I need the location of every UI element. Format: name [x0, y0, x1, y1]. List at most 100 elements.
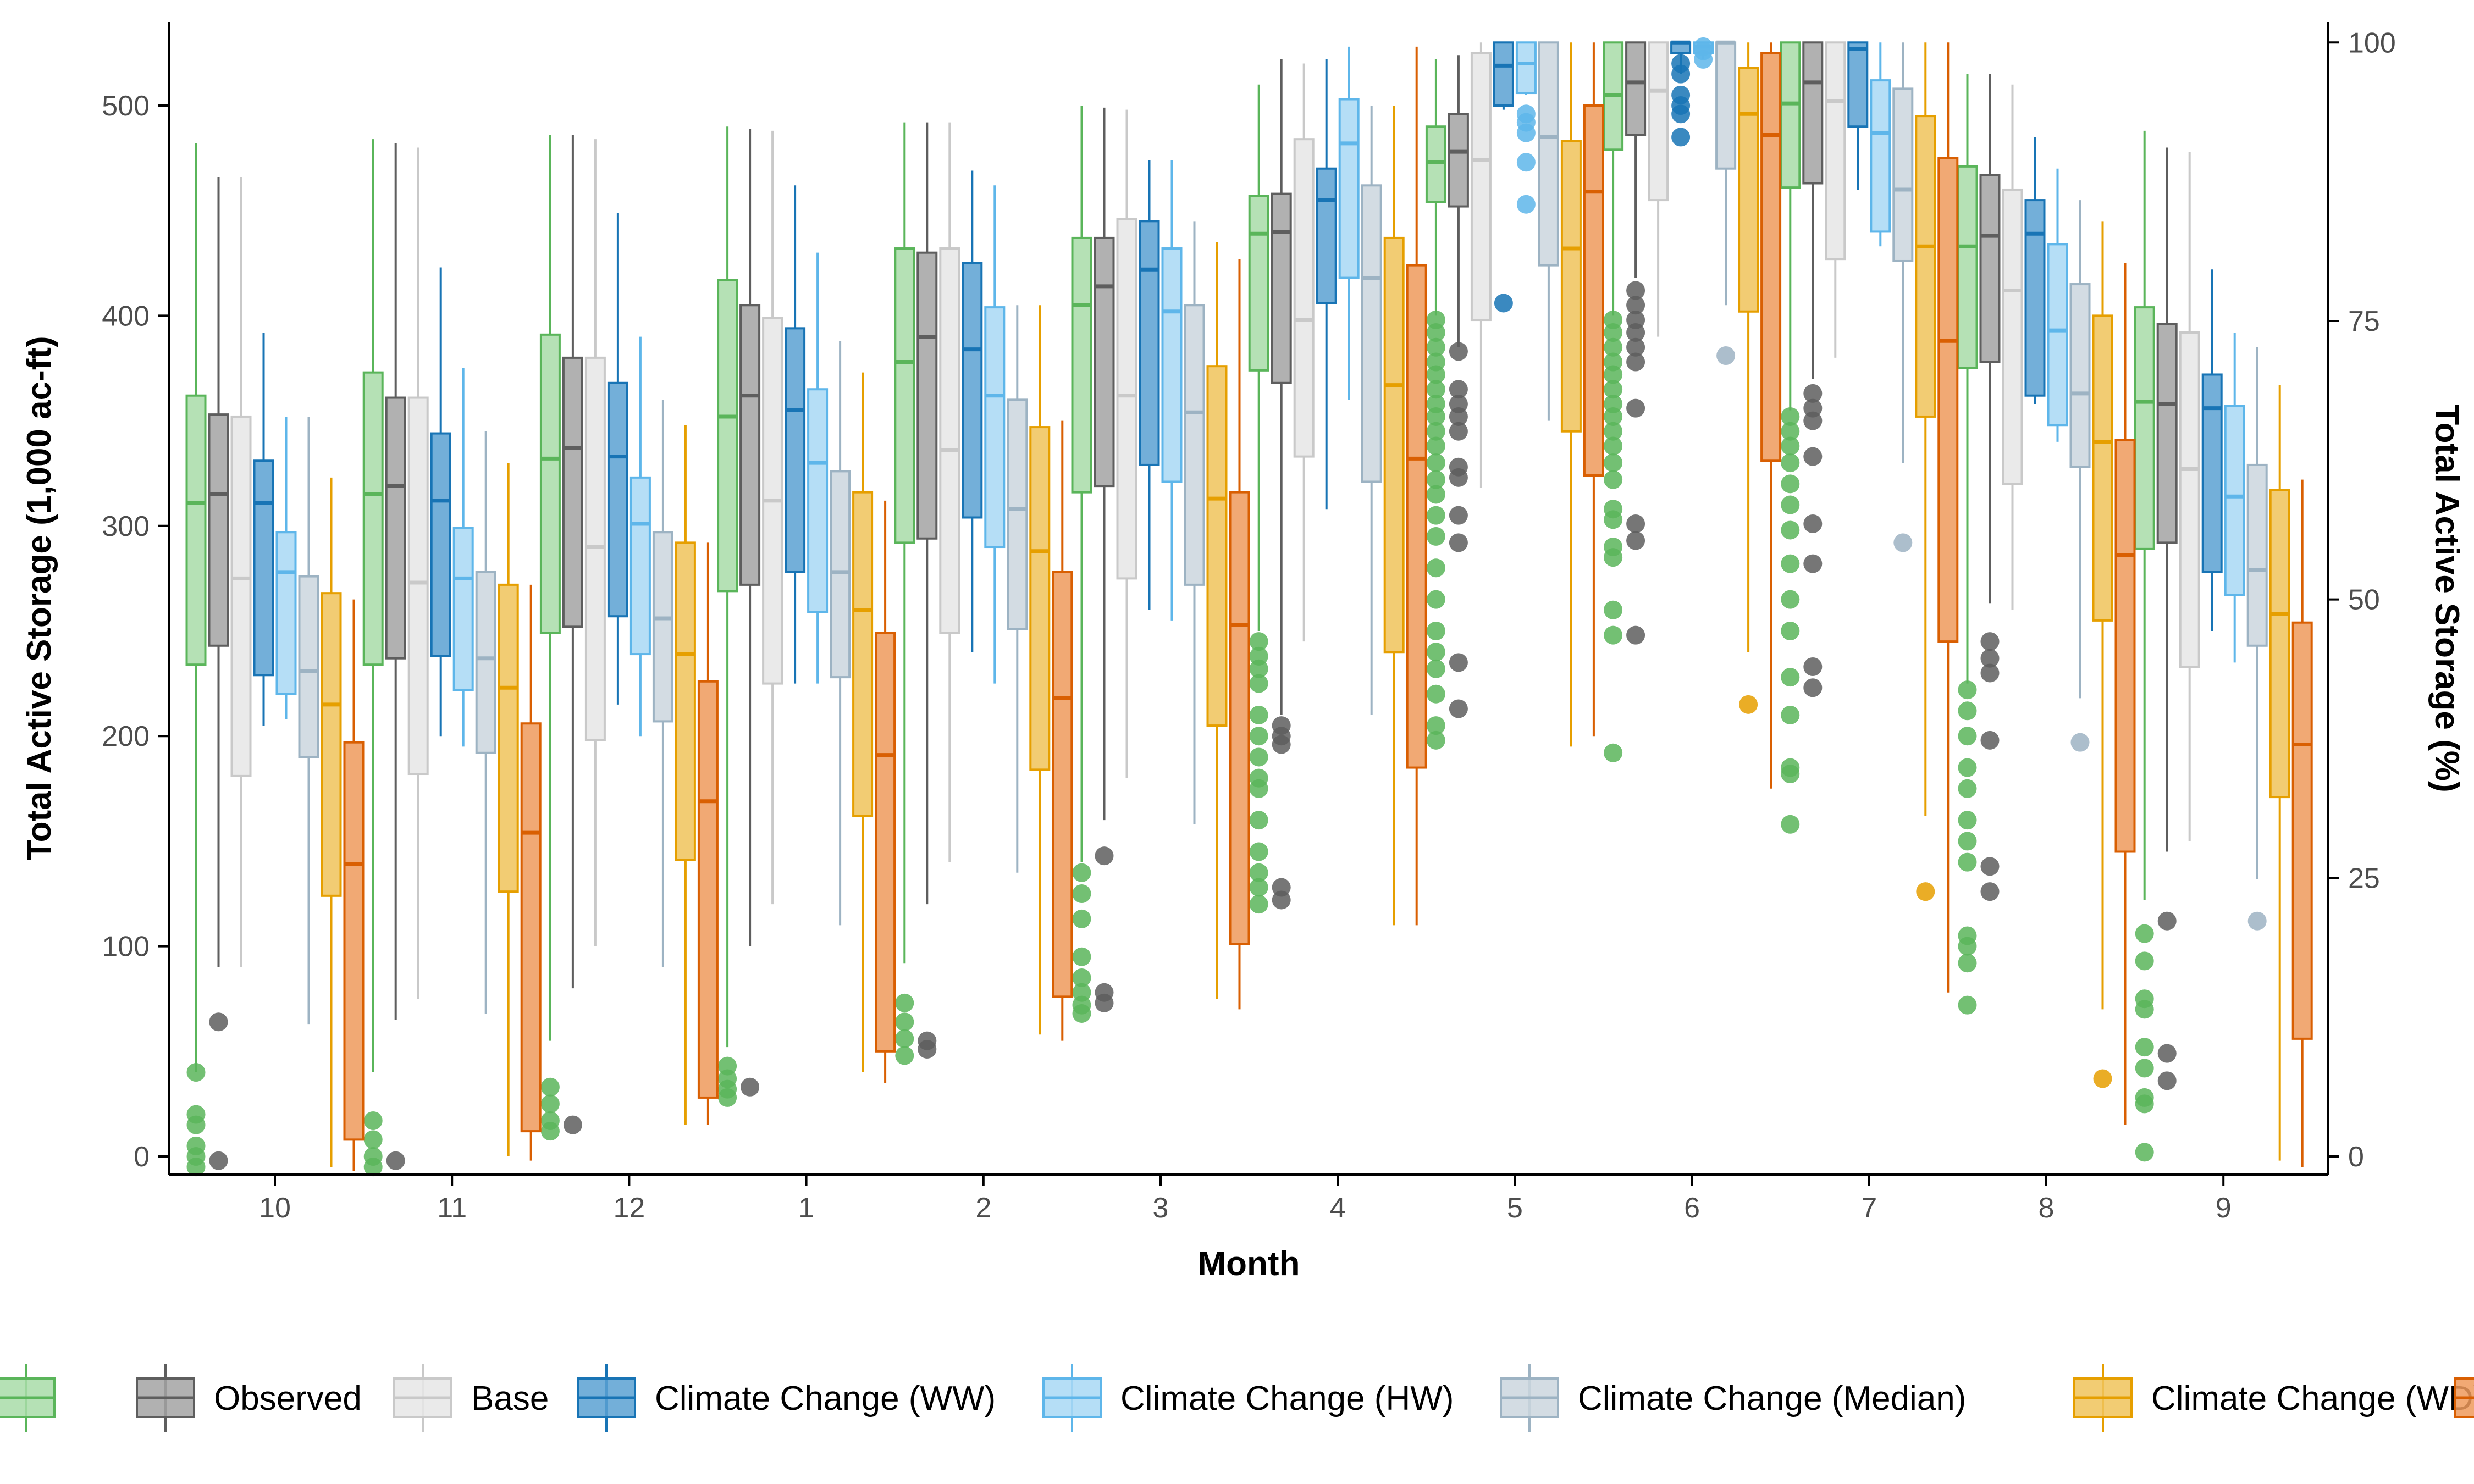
outlier-point — [1739, 695, 1758, 714]
outlier-point — [1626, 398, 1645, 418]
box — [1937, 157, 1959, 643]
outlier-point — [1803, 384, 1823, 403]
box — [1583, 104, 1604, 477]
outlier-point — [186, 1063, 206, 1082]
outlier-point — [1958, 832, 1977, 851]
series-group — [321, 42, 2290, 1167]
series-group — [185, 41, 2155, 1177]
box — [498, 583, 519, 893]
outlier-point — [1781, 453, 1800, 473]
outlier-point — [1249, 747, 1268, 767]
outlier-point — [1958, 995, 1977, 1015]
legend-item: Climate Change (WD) — [2073, 1364, 2474, 1432]
outlier-point — [386, 1151, 405, 1170]
outlier-point — [1272, 735, 1291, 754]
y-tick-label: 200 — [102, 721, 150, 752]
outlier-point — [1449, 468, 1468, 487]
outlier-point — [1781, 622, 1800, 640]
box — [1915, 115, 1936, 418]
box — [2134, 306, 2155, 550]
outlier-point — [1626, 337, 1645, 357]
box — [385, 396, 406, 660]
outlier-point — [1604, 407, 1623, 426]
outlier-point — [363, 1158, 383, 1177]
outlier-point — [1671, 64, 1691, 84]
box — [2156, 323, 2178, 544]
box — [2246, 463, 2268, 647]
box — [1094, 236, 1115, 488]
box — [2092, 314, 2113, 622]
x-tick-label: 12 — [613, 1192, 645, 1224]
outlier-point — [1072, 863, 1091, 882]
outlier-point — [1958, 937, 1977, 956]
box — [1406, 264, 1427, 769]
outlier-point — [1781, 520, 1800, 540]
box — [1052, 571, 1073, 998]
outlier-point — [1426, 643, 1445, 662]
outlier-point — [1426, 485, 1445, 504]
outlier-point — [895, 993, 914, 1012]
outlier-point — [1604, 422, 1623, 441]
x-tick-label: 9 — [2216, 1192, 2232, 1224]
outlier-point — [1781, 495, 1800, 514]
outlier-point — [1249, 863, 1268, 882]
series-group — [275, 37, 2245, 747]
outlier-point — [540, 1077, 560, 1097]
outlier-point — [1072, 968, 1091, 987]
outlier-point — [1426, 453, 1445, 473]
x-axis: 10 11 12 1 2 3 4 5 6 7 8 9 — [169, 1173, 2328, 1224]
y2-tick-label: 25 — [2348, 862, 2380, 894]
box — [875, 632, 896, 1053]
box — [1448, 113, 1469, 208]
box — [652, 531, 673, 723]
outlier-point — [1249, 811, 1268, 830]
box — [520, 722, 542, 1133]
box — [1780, 41, 1801, 189]
outlier-point — [1072, 947, 1091, 966]
outlier-point — [1249, 659, 1268, 678]
y-axis-left: 0 100 200 300 400 500 — [102, 22, 170, 1175]
outlier-point — [1803, 447, 1823, 466]
outlier-point — [1426, 590, 1445, 609]
series-group — [298, 40, 2268, 1025]
box — [1338, 98, 1360, 279]
outlier-point — [1072, 909, 1091, 928]
box — [807, 388, 829, 613]
outlier-point — [1781, 554, 1800, 573]
x-tick-label: 7 — [1861, 1192, 1877, 1224]
box — [675, 541, 696, 861]
outlier-point — [1980, 857, 2000, 876]
outlier-point — [2247, 911, 2267, 931]
outlier-point — [1516, 195, 1536, 214]
outlier-point — [563, 1115, 582, 1134]
series-group — [230, 41, 2200, 999]
box — [1892, 87, 1914, 262]
outlier-point — [1604, 380, 1623, 399]
outlier-point — [1426, 527, 1445, 546]
outlier-point — [1095, 993, 1114, 1012]
y-tick-label: 400 — [102, 300, 150, 332]
series-group — [343, 42, 2313, 1171]
y2-tick-label: 0 — [2348, 1141, 2364, 1173]
outlier-point — [1426, 684, 1445, 704]
box — [894, 247, 915, 544]
y-tick-label: 300 — [102, 511, 150, 542]
box — [1071, 236, 1092, 494]
box — [1870, 79, 1891, 233]
box — [1493, 41, 1514, 107]
outlier-point — [2070, 733, 2090, 752]
outlier-point — [1604, 453, 1623, 473]
y2-axis-title: Total Active Storage (%) — [2428, 404, 2466, 792]
outlier-point — [2093, 1069, 2112, 1088]
outlier-point — [1516, 153, 1536, 172]
outlier-point — [1626, 296, 1645, 315]
legend: Reconstructed Observed Base Climate Change … — [0, 1364, 2474, 1432]
outlier-point — [1426, 470, 1445, 489]
outlier-point — [540, 1094, 560, 1114]
x-tick-label: 5 — [1507, 1192, 1523, 1224]
outlier-point — [1072, 884, 1091, 903]
x-tick-label: 8 — [2039, 1192, 2055, 1224]
box — [2224, 405, 2245, 596]
outlier-point — [1604, 743, 1623, 762]
outlier-point — [209, 1012, 228, 1032]
